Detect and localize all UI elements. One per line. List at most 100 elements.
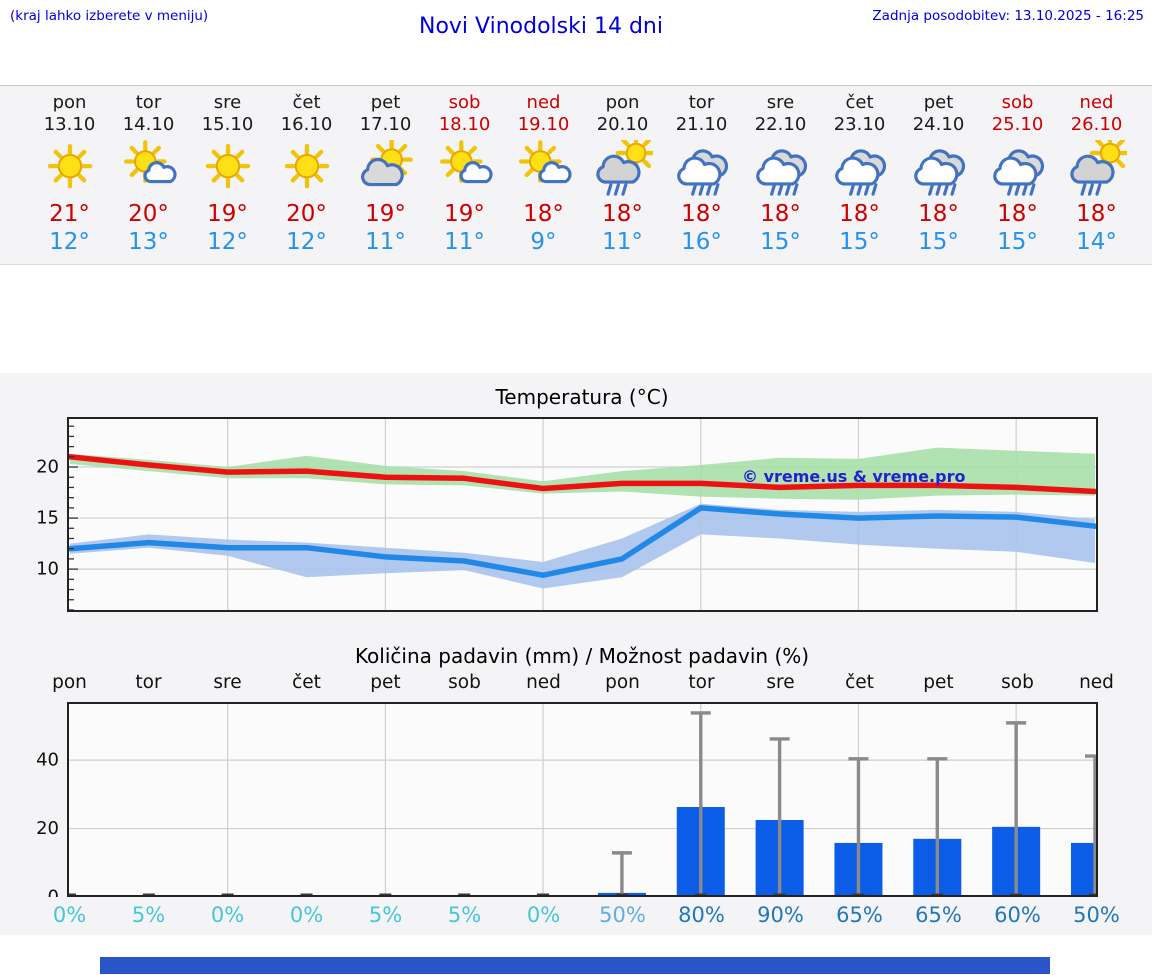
day-date: 22.10 (754, 114, 807, 135)
day-column: sre 22.10 18° 15° (741, 86, 820, 264)
precipitation-chart-title: Količina padavin (mm) / Možnost padavin … (354, 644, 810, 668)
precip-day-label: sre (213, 672, 242, 693)
precip-percent-label: 60% (994, 903, 1041, 927)
precip-percent-label: 0% (289, 903, 324, 927)
svg-text:40: 40 (36, 750, 59, 771)
temp-max: 18° (681, 201, 722, 227)
day-name: tor (135, 92, 162, 113)
temp-min: 15° (760, 229, 801, 255)
day-column: sob 25.10 18° 15° (978, 86, 1057, 264)
day-name: sre (213, 92, 242, 113)
weather-icon-slot (583, 132, 662, 198)
precip-day-label: čet (845, 672, 874, 693)
temp-max: 21° (49, 201, 90, 227)
precip-day-label: ned (526, 672, 561, 693)
weather-icon-slot (30, 140, 109, 198)
day-name: čet (845, 92, 874, 113)
day-column: sob 18.10 19° 11° (425, 86, 504, 264)
svg-text:20: 20 (36, 457, 59, 478)
precip-day-label: sob (1001, 672, 1034, 693)
day-date: 14.10 (122, 114, 175, 135)
day-name: pet (923, 92, 954, 113)
weather-icon-slot (188, 140, 267, 198)
temp-min: 15° (839, 229, 880, 255)
weather-icon-slot (899, 140, 978, 198)
temp-min: 15° (918, 229, 959, 255)
temp-max: 20° (128, 201, 169, 227)
day-column: tor 21.10 18° 16° (662, 86, 741, 264)
weather-icon-slot (346, 138, 425, 198)
weather-icon-slot (662, 140, 741, 198)
rain-icon (992, 149, 1044, 196)
day-date: 21.10 (675, 114, 728, 135)
day-name: tor (688, 92, 715, 113)
temp-max: 20° (286, 201, 327, 227)
day-date: 19.10 (517, 114, 570, 135)
day-name: sre (766, 92, 795, 113)
precip-day-label: pon (52, 672, 87, 693)
precip-day-label: pet (370, 672, 401, 693)
last-update-label: Zadnja posodobitev: 13.10.2025 - 16:25 (872, 8, 1144, 24)
day-column: ned 19.10 18° 9° (504, 86, 583, 264)
precip-day-label: pon (605, 672, 640, 693)
day-date: 23.10 (833, 114, 886, 135)
weather-icon-slot (267, 140, 346, 198)
temp-max: 18° (602, 201, 643, 227)
sun-big-cloud-icon (360, 138, 413, 187)
precipitation-percent-labels: 0% 5% 0% 0% 5% 5% 0% 50% 80% 90% 65% 65% 60% 50% (30, 903, 1136, 927)
day-name: pet (370, 92, 401, 113)
temp-min: 11° (365, 229, 406, 255)
day-date: 15.10 (201, 114, 254, 135)
day-date: 16.10 (280, 114, 333, 135)
sun-icon (205, 143, 250, 189)
day-date: 17.10 (359, 114, 412, 135)
day-column: čet 23.10 18° 15° (820, 86, 899, 264)
forecast-columns: pon 13.10 21° 12° tor 14.10 20° 13° sre 15.10 19°… (30, 86, 1136, 264)
precip-day-label: sob (448, 672, 481, 693)
rain-icon (834, 149, 886, 196)
page-title: Novi Vinodolski 14 dni (419, 14, 663, 39)
precip-percent-label: 50% (599, 903, 646, 927)
weather-icon-slot (978, 140, 1057, 198)
temp-max: 19° (365, 201, 406, 227)
rain-icon (913, 149, 965, 196)
day-date: 25.10 (991, 114, 1044, 135)
precip-day-label: čet (292, 672, 321, 693)
svg-text:0: 0 (48, 887, 59, 898)
footer-bar (100, 957, 1050, 974)
weather-icon-slot (1057, 132, 1136, 198)
temp-min: 16° (681, 229, 722, 255)
day-column: čet 16.10 20° 12° (267, 86, 346, 264)
sun-rain-icon (595, 132, 656, 196)
day-column: pon 20.10 18° 11° (583, 86, 662, 264)
day-date: 13.10 (43, 114, 96, 135)
temp-min: 13° (128, 229, 169, 255)
forecast-strip: pon 13.10 21° 12° tor 14.10 20° 13° sre 15.10 19°… (0, 85, 1152, 265)
precipitation-chart: 0 20 40 (36, 702, 1098, 898)
sun-rain-icon (1069, 132, 1130, 196)
menu-hint-link[interactable]: (kraj lahko izberete v meniju) (10, 8, 209, 24)
temp-max: 18° (523, 201, 564, 227)
weather-icon-slot (820, 140, 899, 198)
svg-text:20: 20 (36, 818, 59, 839)
day-column: sre 15.10 19° 12° (188, 86, 267, 264)
temp-min: 9° (530, 229, 557, 255)
precip-percent-label: 65% (836, 903, 883, 927)
sun-icon (284, 143, 329, 189)
temp-min: 11° (444, 229, 485, 255)
temperature-chart: 10 15 20 (36, 417, 1098, 612)
precip-percent-label: 0% (52, 903, 87, 927)
precip-percent-label: 80% (678, 903, 725, 927)
precip-day-label: tor (135, 672, 162, 693)
precipitation-day-labels: pon tor sre čet pet sob ned pon tor sre čet pet sob n… (30, 672, 1136, 693)
temp-min: 14° (1076, 229, 1117, 255)
precip-day-label: sre (766, 672, 795, 693)
temp-min: 12° (49, 229, 90, 255)
sun-cloud-icon (518, 140, 572, 184)
day-column: pet 17.10 19° 11° (346, 86, 425, 264)
sun-icon (47, 143, 92, 189)
day-date: 18.10 (438, 114, 491, 135)
watermark-link[interactable]: © vreme.us & vreme.pro (742, 467, 966, 486)
rain-icon (755, 149, 807, 196)
